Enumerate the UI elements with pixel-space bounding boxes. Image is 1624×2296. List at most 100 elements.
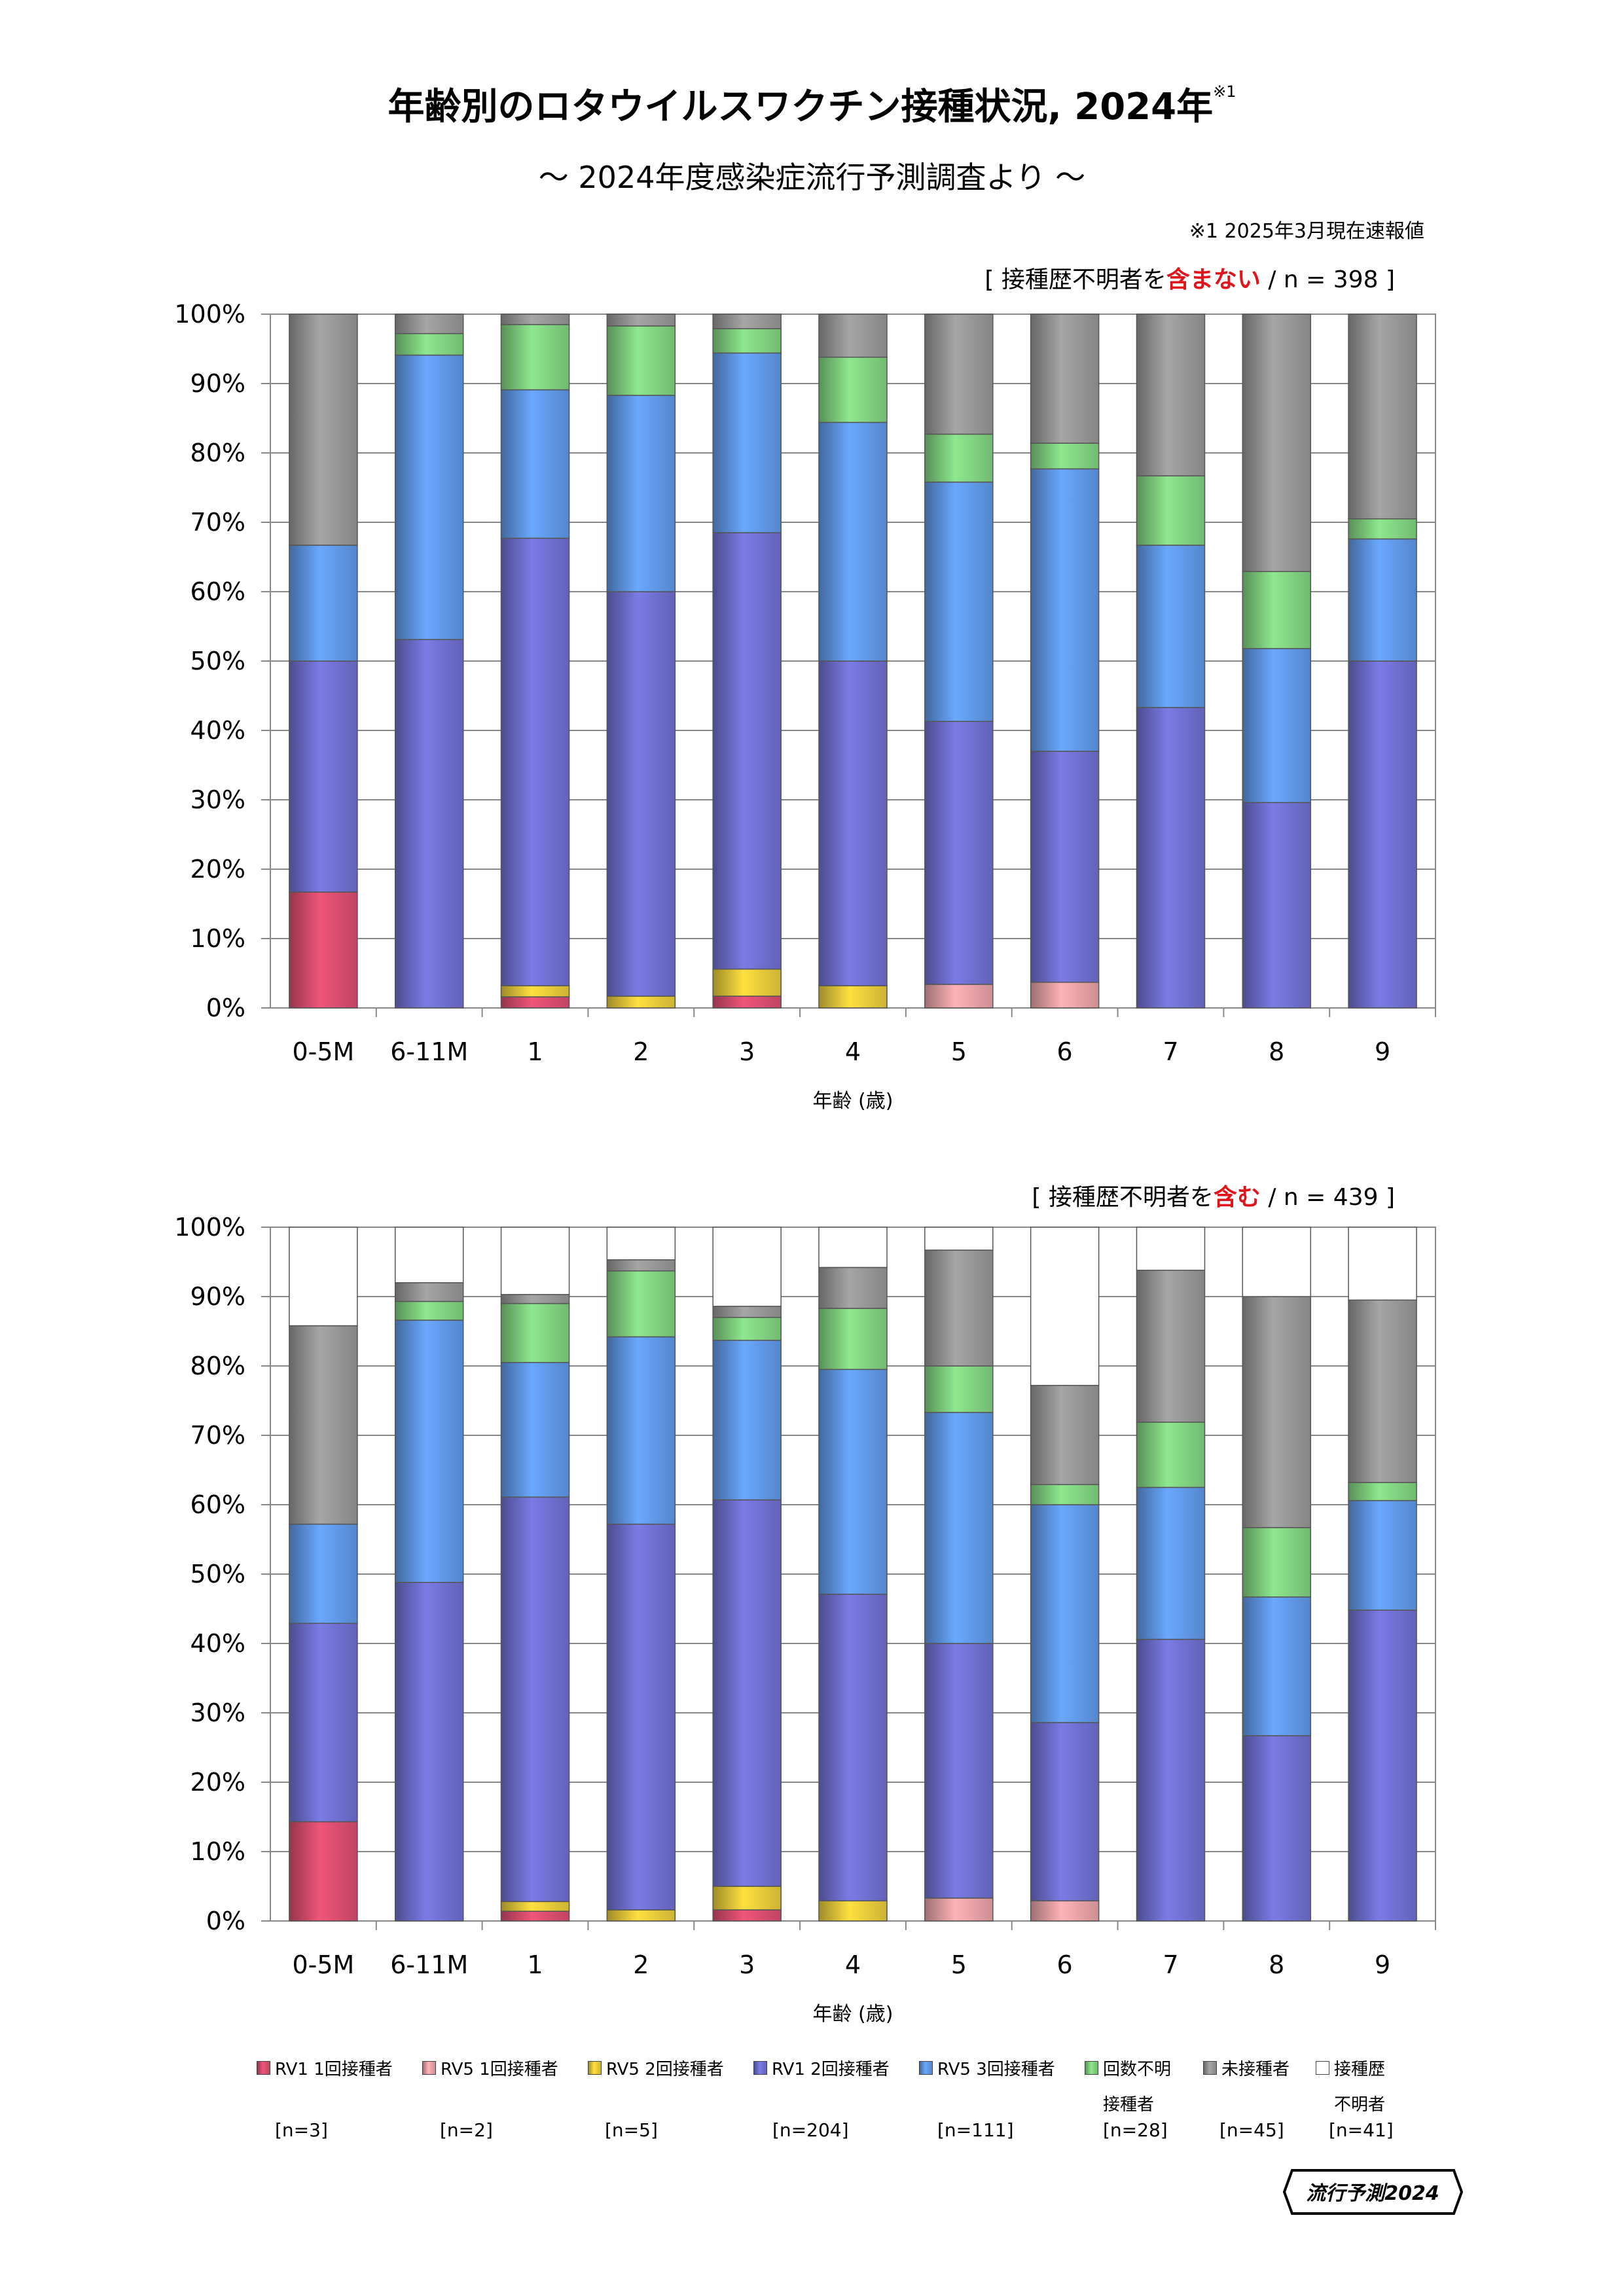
- legend-swatch: [1316, 2061, 1329, 2075]
- logo-text: 流行予測2024: [1306, 2182, 1439, 2205]
- bar-segment: [1030, 314, 1100, 444]
- y-tick-label: 50%: [190, 1560, 245, 1588]
- chart2-label-emphasis: 含む: [1213, 1184, 1261, 1211]
- legend-label: RV5 1回接種者: [441, 2060, 558, 2079]
- bar-segment: [1136, 1638, 1206, 1922]
- bar-segment: [1348, 518, 1417, 540]
- y-tick-label: 70%: [190, 508, 245, 537]
- y-tick-label: 40%: [190, 1629, 245, 1658]
- bar-segment: [924, 1643, 994, 1899]
- x-tick-label: 6: [1057, 1037, 1073, 1066]
- bar-segment: [1030, 442, 1100, 470]
- page-subtitle: ～ 2024年度感染症流行予測調査より ～: [538, 160, 1086, 195]
- bar-segment: [1136, 1486, 1206, 1640]
- bar-segment: [712, 1340, 782, 1501]
- bar-segment: [712, 1499, 782, 1887]
- preliminary-note: ※1 2025年3月現在速報値: [1189, 220, 1424, 243]
- bar-segment: [289, 545, 358, 662]
- bar-segment: [1030, 1384, 1100, 1486]
- bar-segment: [289, 660, 358, 893]
- x-tick-label: 2: [633, 1950, 649, 1979]
- bar-segment: [1242, 802, 1312, 1009]
- legend-item: RV1 2回接種者: [753, 2052, 920, 2087]
- y-tick-label: 0%: [206, 1907, 245, 1935]
- bar-segment: [289, 1523, 358, 1624]
- bar-segment: [924, 1365, 994, 1413]
- bar-segment: [712, 1227, 782, 1307]
- x-tick-label: 1: [527, 1950, 543, 1979]
- bar-segment: [1030, 1227, 1100, 1386]
- bar-segment: [1136, 314, 1206, 476]
- bar-segment: [818, 660, 888, 986]
- bar-segment: [1030, 1900, 1100, 1922]
- bar-segment: [1242, 1227, 1312, 1297]
- bar-segment: [394, 1581, 464, 1922]
- page-title: 年齢別のロタウイルスワクチン接種状況, 2024年※1: [0, 77, 1624, 130]
- bar-segment: [1030, 468, 1100, 752]
- legend-swatch: [1085, 2061, 1098, 2075]
- bar-segment: [712, 328, 782, 354]
- x-tick-label: 4: [845, 1037, 861, 1066]
- bar-segment: [1030, 1722, 1100, 1902]
- legend: RV1 1回接種者 [n=3] RV5 1回接種者 [n=2] RV5 2回接種者 [n=…: [0, 2052, 1624, 2150]
- bar-segment: [1242, 1527, 1312, 1598]
- bar-segment: [924, 1249, 994, 1367]
- bar-segment: [500, 314, 570, 325]
- bar-segment: [500, 1361, 570, 1498]
- bar-segment: [818, 1227, 888, 1268]
- x-tick-label: 3: [739, 1950, 755, 1979]
- legend-count: [n=5]: [605, 2119, 658, 2141]
- legend-label: RV1 1回接種者: [275, 2060, 393, 2079]
- bar-segment: [1348, 314, 1417, 520]
- bar-segment: [818, 985, 888, 1009]
- y-tick-label: 30%: [190, 785, 245, 814]
- y-tick-label: 80%: [190, 1352, 245, 1380]
- bar-segment: [1136, 707, 1206, 1009]
- x-tick-label: 6-11M: [390, 1037, 468, 1066]
- bar-segment: [1030, 982, 1100, 1009]
- bar-segment: [1348, 1482, 1417, 1501]
- bar-segment: [394, 314, 464, 334]
- bar-segment: [818, 422, 888, 662]
- bar-segment: [289, 1623, 358, 1823]
- bar-segment: [500, 537, 570, 986]
- x-axis-label: 年齢 (歳): [813, 1090, 893, 1113]
- bar-segment: [1030, 1504, 1100, 1723]
- bar-segment: [924, 1897, 994, 1922]
- bar-segment: [606, 1336, 676, 1525]
- x-tick-label: 3: [739, 1037, 755, 1066]
- x-tick-label: 4: [845, 1950, 861, 1979]
- bar-segment: [712, 314, 782, 330]
- bar-segment: [500, 1496, 570, 1903]
- y-tick-label: 20%: [190, 1768, 245, 1797]
- y-tick-label: 20%: [190, 855, 245, 884]
- bar-segment: [712, 1306, 782, 1318]
- bar-segment: [712, 352, 782, 533]
- page-title-text: 年齢別のロタウイルスワクチン接種状況, 2024年: [388, 86, 1214, 128]
- chart2-label-suffix: / n = 439 ]: [1260, 1184, 1395, 1211]
- bar-segment: [500, 389, 570, 539]
- bar-segment: [500, 1294, 570, 1304]
- bar-segment: [606, 1259, 676, 1272]
- y-tick-label: 60%: [190, 1490, 245, 1519]
- bar-segment: [818, 356, 888, 423]
- bar-segment: [712, 1909, 782, 1922]
- bar-segment: [289, 891, 358, 1009]
- bar-segment: [606, 1270, 676, 1338]
- bar-segment: [1348, 1299, 1417, 1483]
- legend-item: RV5 3回接種者: [919, 2052, 1086, 2087]
- bar-segment: [712, 532, 782, 970]
- chart2-stacked-bar: 0% 10% 20% 30% 40% 50% 60% 70% 80% 90% 100% 0-5M 6-1…: [174, 1213, 1436, 2026]
- bar-segment: [712, 968, 782, 997]
- bar-segment: [924, 314, 994, 435]
- title-note-mark: ※1: [1213, 82, 1236, 101]
- bar-segment: [1136, 1422, 1206, 1488]
- bar-segment: [500, 1302, 570, 1363]
- legend-item: 接種歴 不明者: [1316, 2052, 1483, 2123]
- bar-segment: [818, 1900, 888, 1922]
- bar-segment: [289, 1227, 358, 1327]
- bar-segment: [606, 1909, 676, 1922]
- legend-label: RV1 2回接種者: [772, 2060, 890, 2079]
- x-tick-label: 8: [1269, 1037, 1284, 1066]
- bar-segment: [500, 1901, 570, 1912]
